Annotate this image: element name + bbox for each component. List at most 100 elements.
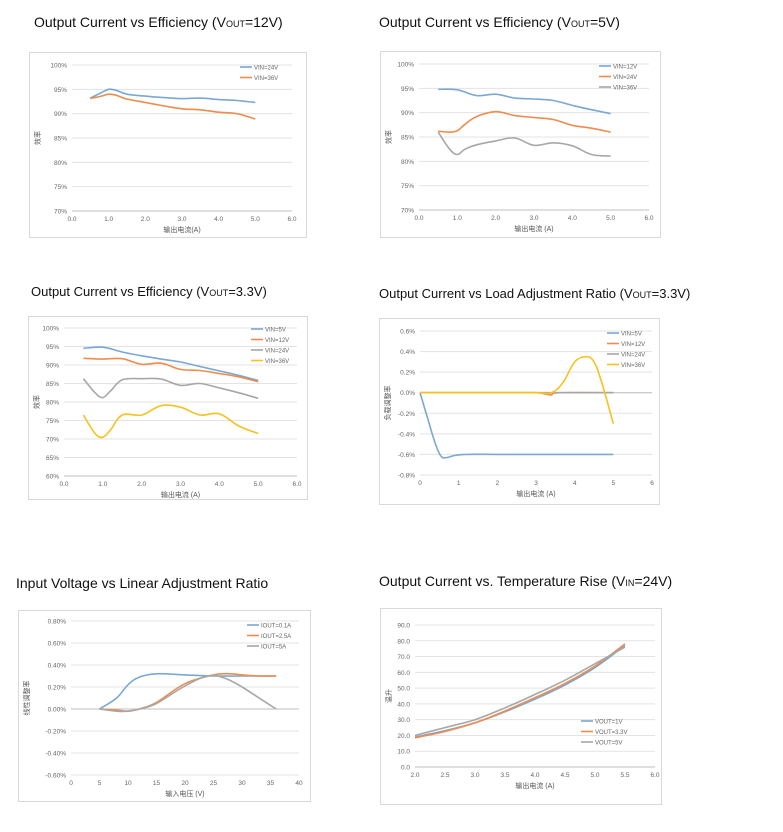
legend-label: VIN=36V: [613, 85, 637, 91]
series-line: [419, 392, 614, 459]
x-axis-label: 输出电流(A): [163, 225, 200, 234]
y-tick-label: 85%: [54, 136, 67, 143]
x-tick-label: 10: [124, 780, 132, 787]
x-tick-label: 35: [267, 780, 275, 787]
chart-panel-5: -0.60% -0.40% -0.20% 0.00% 0.20% 0.40% 0.60% 0.…: [18, 610, 311, 802]
legend-label: VIN=36V: [621, 363, 645, 369]
x-tick-label: 4.5: [560, 772, 569, 779]
title-text: Output Current vs. Temperature Rise (V: [379, 573, 626, 589]
x-axis-label: 输出电流 (A): [516, 489, 555, 498]
y-tick-label: 90%: [46, 363, 59, 370]
chart-title: Output Current vs. Temperature Rise (VIN…: [379, 573, 672, 589]
y-tick-label: 70%: [54, 209, 67, 216]
y-tick-label: 0.40%: [48, 663, 67, 670]
x-tick-label: 3.0: [529, 215, 538, 222]
y-tick-label: 75%: [401, 183, 414, 190]
legend-label: VIN=5V: [265, 327, 286, 333]
series-line: [414, 643, 626, 739]
chart-svg: 0.0 10.0 20.0 30.0 40.0 50.0 60.0 70.0 80.0 90.0 2…: [384, 623, 660, 791]
title-subscript: OUT: [570, 19, 590, 29]
x-tick-label: 6.0: [650, 772, 659, 779]
chart-title: Output Current vs Load Adjustment Ratio …: [379, 286, 690, 301]
y-tick-label: 65%: [46, 455, 59, 462]
series-line: [83, 357, 259, 383]
x-tick-label: 6.0: [287, 216, 296, 223]
y-tick-label: 100%: [42, 326, 59, 333]
x-tick-label: 6.0: [644, 215, 653, 222]
legend-label: VIN=36V: [254, 76, 278, 82]
chart-svg: 70% 75% 80% 85% 90% 95% 100% 0.0 1.0 2.0 3.0 4.0 5.0…: [384, 62, 654, 234]
x-tick-label: 6.0: [292, 481, 301, 488]
x-tick-label: 3.0: [177, 216, 186, 223]
y-tick-label: 70%: [401, 208, 414, 215]
title-tail: =24V): [634, 573, 673, 589]
y-tick-label: 70.0: [397, 654, 410, 661]
x-axis-label: 输出电流 (A): [161, 490, 200, 499]
chart-title: Output Current vs Efficiency (VOUT=5V): [379, 14, 620, 30]
y-tick-label: 85%: [46, 381, 59, 388]
y-tick-label: 0.0%: [400, 390, 415, 397]
title-text: Output Current vs Efficiency (V: [379, 14, 571, 30]
legend-label: VIN=5V: [621, 331, 642, 337]
y-tick-label: -0.60%: [45, 773, 66, 780]
legend-label: VIN=24V: [254, 65, 278, 71]
chart-svg: -0.8% -0.6% -0.4% -0.2% 0.0% 0.2% 0.4% 0.6% 0 1 2 3…: [383, 329, 654, 499]
x-tick-label: 1.0: [104, 216, 113, 223]
x-axis-label: 输出电流 (A): [514, 224, 553, 233]
title-text: Output Current vs Efficiency (V: [34, 14, 226, 30]
y-tick-label: 70%: [46, 437, 59, 444]
x-tick-label: 0: [418, 480, 422, 487]
x-tick-label: 4.0: [568, 215, 577, 222]
x-tick-label: 1: [457, 480, 461, 487]
y-tick-label: -0.40%: [45, 751, 66, 758]
x-tick-label: 2.0: [410, 772, 419, 779]
x-tick-label: 4.0: [214, 216, 223, 223]
x-tick-label: 20: [181, 780, 189, 787]
y-axis-label: 温升: [384, 689, 393, 703]
y-tick-label: 80.0: [397, 638, 410, 645]
title-tail: =12V): [244, 14, 283, 30]
x-tick-label: 2.0: [141, 216, 150, 223]
y-tick-label: 90.0: [397, 623, 410, 630]
series-line: [438, 110, 611, 133]
y-tick-label: 60%: [46, 474, 59, 481]
legend-label: VOUT=1V: [595, 719, 623, 725]
y-tick-label: 0.0: [401, 765, 410, 772]
y-tick-label: -0.4%: [398, 431, 415, 438]
x-tick-label: 3.0: [470, 772, 479, 779]
legend-label: IOUT=2.5A: [261, 634, 291, 640]
chart-panel-1: 70% 75% 80% 85% 90% 95% 100% 0.0 1.0 2.0 3.0 4.0 5.0…: [29, 52, 307, 238]
y-tick-label: -0.2%: [398, 411, 415, 418]
y-tick-label: 0.6%: [400, 329, 415, 336]
chart-svg: -0.60% -0.40% -0.20% 0.00% 0.20% 0.40% 0.60% 0.…: [22, 619, 303, 799]
y-tick-label: 0.60%: [48, 641, 67, 648]
x-tick-label: 5: [98, 780, 102, 787]
series-line: [99, 674, 277, 713]
x-tick-label: 15: [153, 780, 161, 787]
x-axis-label: 输入电压 (V): [165, 789, 204, 798]
y-tick-label: 0.20%: [48, 685, 67, 692]
x-tick-label: 3.0: [176, 481, 185, 488]
x-tick-label: 0.0: [67, 216, 76, 223]
series-line: [90, 93, 256, 120]
x-tick-label: 0: [69, 780, 73, 787]
x-tick-label: 5: [612, 480, 616, 487]
legend-label: VIN=12V: [613, 64, 637, 70]
y-axis-label: 效率: [32, 395, 41, 409]
chart-panel-4: -0.8% -0.6% -0.4% -0.2% 0.0% 0.2% 0.4% 0.6% 0 1 2 3…: [379, 318, 660, 505]
legend-label: IOUT=0.1A: [261, 623, 291, 629]
y-tick-label: 50.0: [397, 686, 410, 693]
y-axis-label: 效率: [33, 131, 42, 145]
title-subscript: OUT: [632, 290, 652, 300]
y-tick-label: 30.0: [397, 717, 410, 724]
x-tick-label: 30: [238, 780, 246, 787]
x-tick-label: 6: [650, 480, 654, 487]
y-tick-label: 100%: [397, 62, 414, 69]
x-tick-label: 4: [573, 480, 577, 487]
y-tick-label: 60.0: [397, 670, 410, 677]
x-tick-label: 5.0: [254, 481, 263, 488]
y-tick-label: 0.4%: [400, 349, 415, 356]
legend-label: VIN=36V: [265, 359, 289, 365]
title-tail: =3.3V): [228, 284, 267, 299]
legend-label: IOUT=5A: [261, 644, 286, 650]
